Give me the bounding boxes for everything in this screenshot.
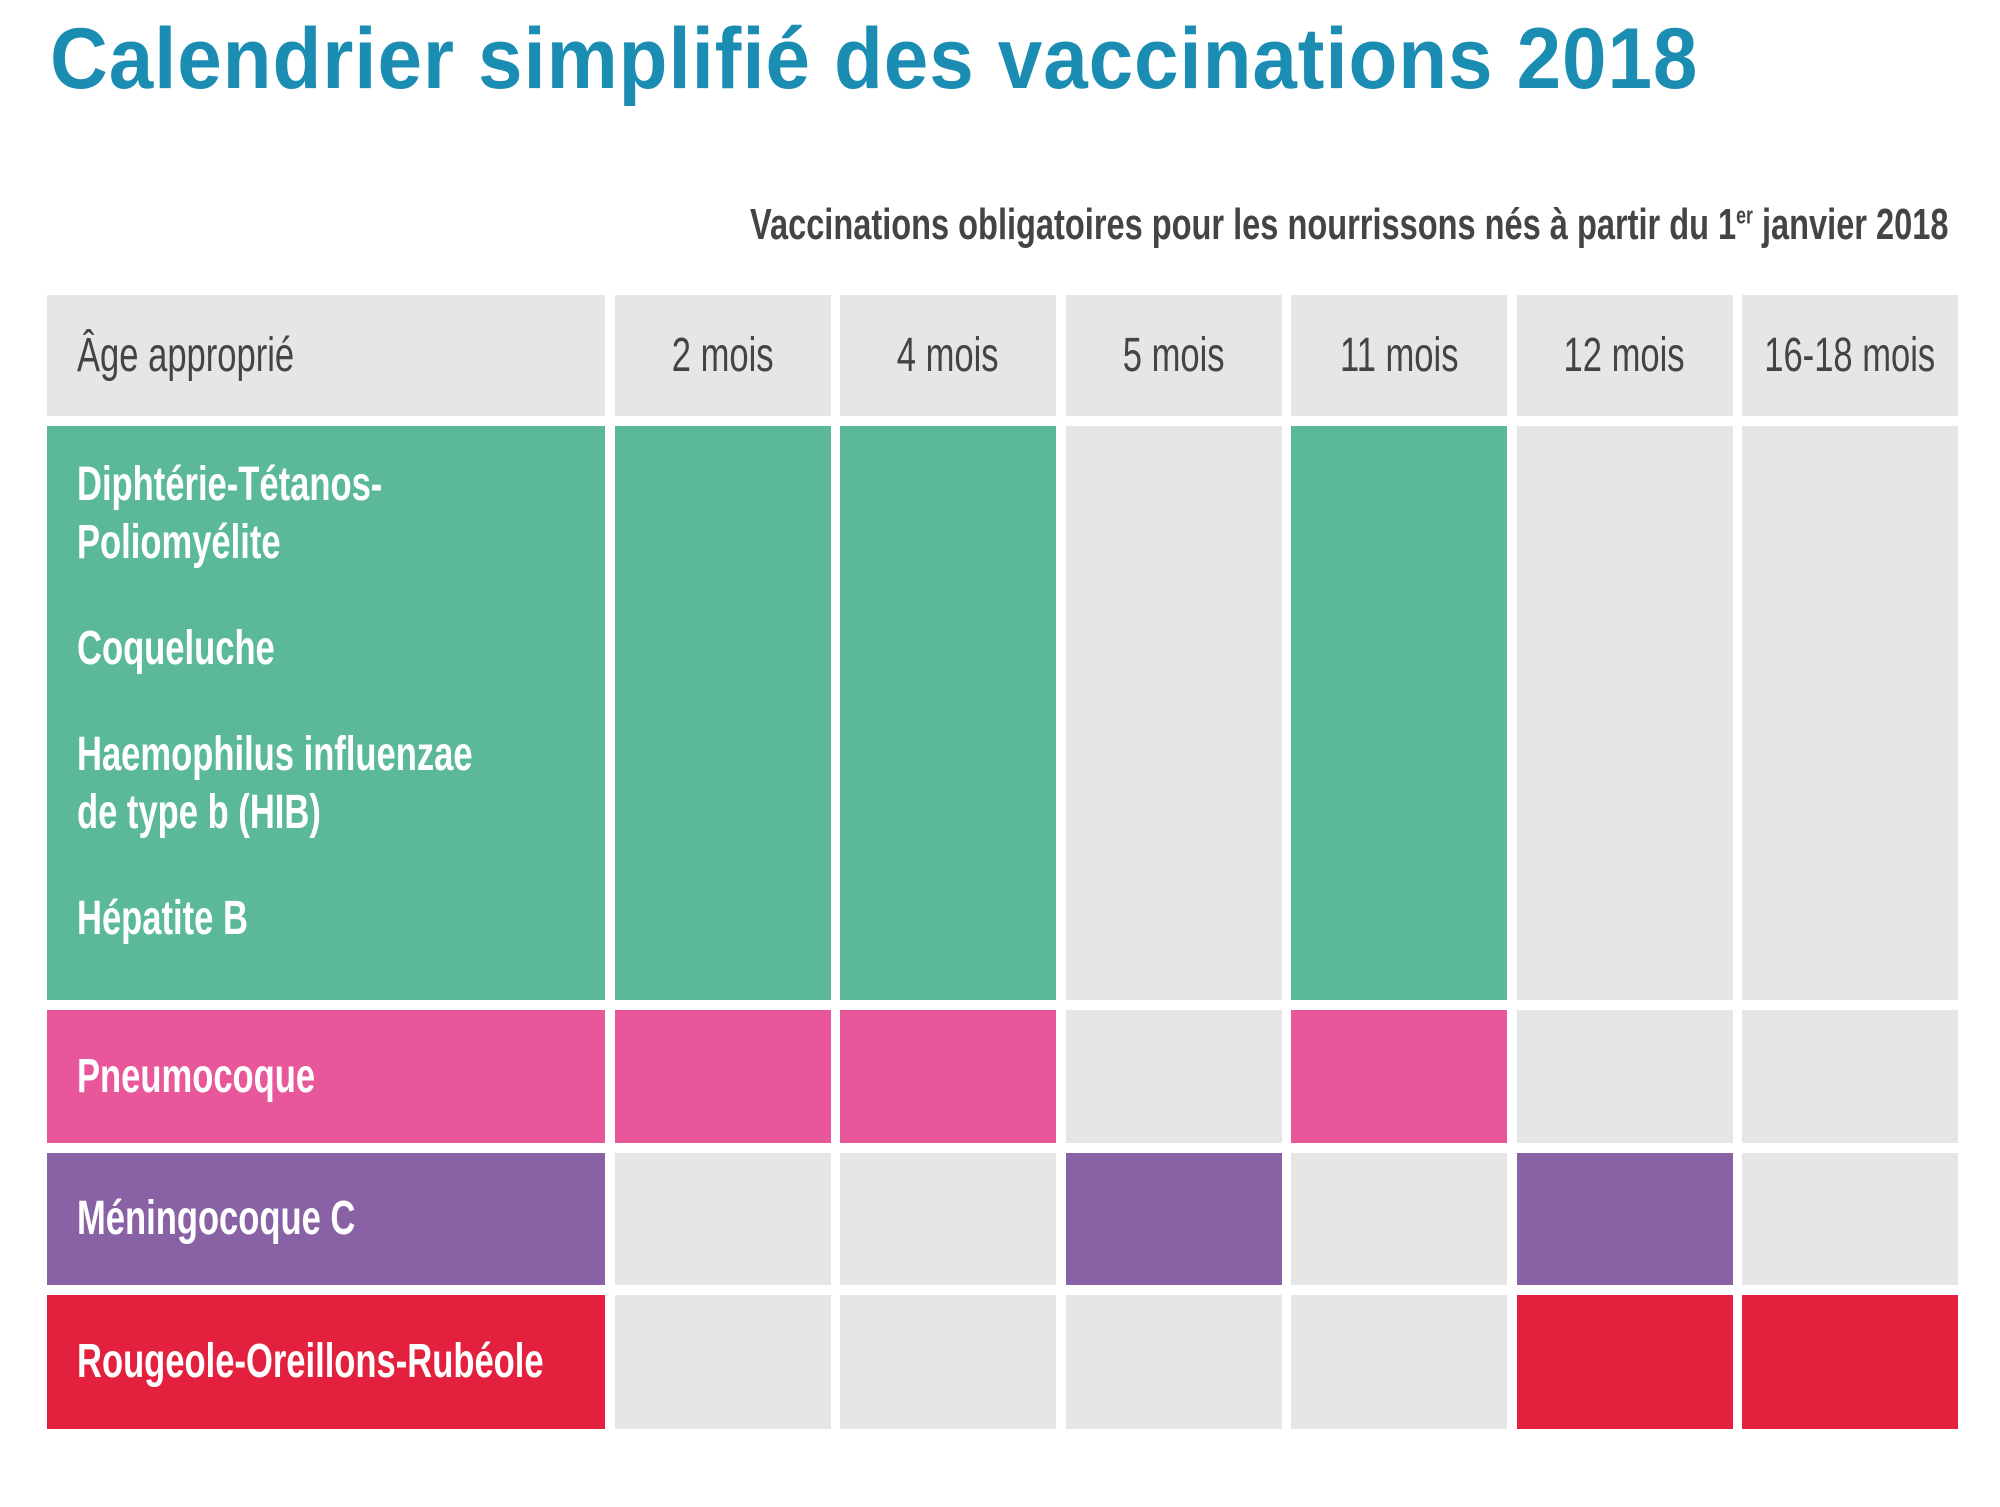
header-age-4: 12 mois	[1516, 295, 1733, 416]
dose-cell-empty	[1516, 1010, 1733, 1143]
subtitle-sup: er	[1735, 202, 1753, 230]
dose-cell-filled	[1291, 426, 1507, 1000]
page-title: Calendrier simplifié des vaccinations 20…	[50, 11, 1699, 107]
header-age-text: 5 mois	[1122, 329, 1225, 382]
vaccine-name: Méningocoque C	[77, 1192, 356, 1245]
header-age-text: 4 mois	[897, 329, 999, 382]
subtitle-text: Vaccinations obligatoires pour les nourr…	[749, 200, 1736, 249]
vaccine-label: Rougeole-Oreillons-Rubéole	[47, 1295, 605, 1429]
dose-cell-filled	[1742, 1295, 1958, 1429]
header-age-3: 11 mois	[1291, 295, 1507, 416]
dose-cell-empty	[614, 1153, 831, 1285]
header-age-5: 16-18 mois	[1742, 295, 1958, 416]
dose-cell-filled	[1516, 1153, 1733, 1285]
subtitle-text-end: janvier 2018	[1752, 200, 1948, 249]
vaccine-name: Haemophilus influenzae	[77, 728, 473, 781]
header-age-2: 5 mois	[1065, 295, 1282, 416]
dose-cell-empty	[1291, 1153, 1507, 1285]
header-age-label: Âge approprié	[47, 295, 605, 416]
dose-cell-filled	[1291, 1010, 1507, 1143]
vaccine-name: Rougeole-Oreillons-Rubéole	[77, 1335, 544, 1388]
dose-cell-filled	[840, 426, 1056, 1000]
dose-cell-filled	[1516, 1295, 1733, 1429]
vaccine-name: Hépatite B	[77, 892, 248, 945]
dose-cell-empty	[1742, 1010, 1958, 1143]
vaccine-label: Pneumocoque	[47, 1010, 605, 1143]
header-age-text: 16-18 mois	[1764, 329, 1936, 382]
vaccination-table: Âge approprié 2 mois 4 mois 5 mois 11 mois 1…	[47, 295, 1958, 1429]
subtitle: Vaccinations obligatoires pour les nourr…	[750, 200, 1948, 250]
header-age-text: 11 mois	[1339, 329, 1459, 382]
header-age-1: 4 mois	[840, 295, 1056, 416]
dose-cell-empty	[614, 1295, 831, 1429]
vaccine-label: Diphtérie-Tétanos- Poliomyélite Coqueluche…	[47, 426, 605, 1000]
dose-cell-empty	[1065, 1295, 1282, 1429]
vaccine-name: Coqueluche	[77, 622, 275, 675]
dose-cell-empty	[1742, 426, 1958, 1000]
dose-cell-empty	[1742, 1153, 1958, 1285]
dose-cell-empty	[840, 1153, 1056, 1285]
dose-cell-empty	[840, 1295, 1056, 1429]
dose-cell-empty	[1065, 426, 1282, 1000]
dose-cell-empty	[1291, 1295, 1507, 1429]
dose-cell-filled	[840, 1010, 1056, 1143]
dose-cell-filled	[1065, 1153, 1282, 1285]
header-age-text: 12 mois	[1563, 329, 1686, 382]
vaccine-name: Pneumocoque	[77, 1049, 316, 1103]
vaccine-name: de type b (HIB)	[77, 786, 321, 839]
header-age-label-text: Âge approprié	[77, 329, 295, 382]
vaccine-name: Poliomyélite	[77, 516, 281, 569]
dose-cell-empty	[1065, 1010, 1282, 1143]
header-age-text: 2 mois	[671, 329, 774, 382]
vaccine-name: Diphtérie-Tétanos-	[77, 458, 383, 511]
dose-cell-filled	[614, 426, 831, 1000]
vaccine-label: Méningocoque C	[47, 1153, 605, 1285]
header-age-0: 2 mois	[614, 295, 831, 416]
dose-cell-empty	[1516, 426, 1733, 1000]
dose-cell-filled	[614, 1010, 831, 1143]
